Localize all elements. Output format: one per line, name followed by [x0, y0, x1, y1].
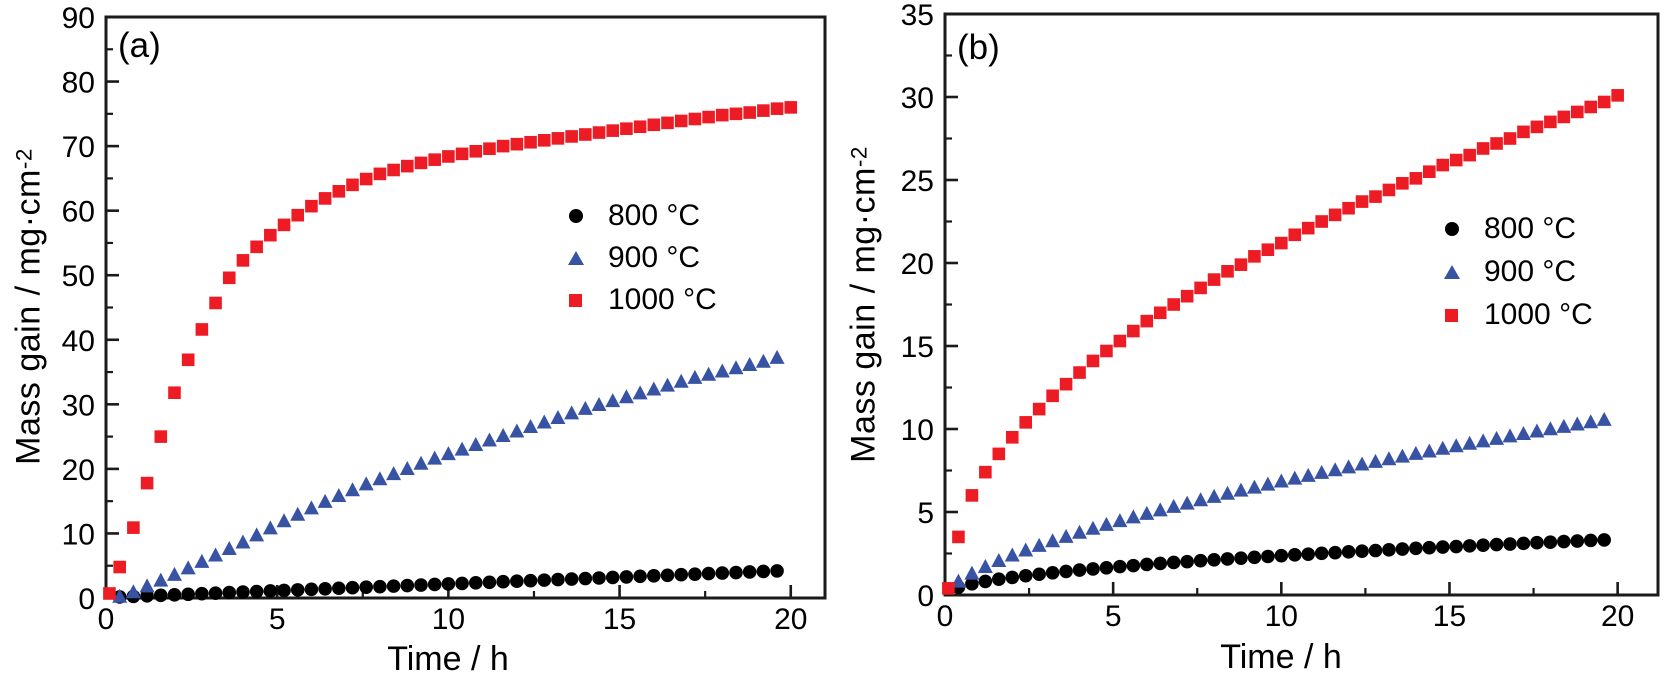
y-tick-label: 5	[917, 497, 934, 530]
y-tick-label: 10	[901, 414, 934, 447]
panel-b-x-axis-title: Time / h	[1220, 638, 1342, 676]
x-tick-label: 5	[269, 603, 286, 636]
legend-label: 1000 °C	[608, 283, 717, 316]
y-tick-label: 70	[62, 131, 95, 164]
y-tick-label: 10	[62, 518, 95, 551]
panel-a-tag: (a)	[118, 26, 161, 65]
legend-item-900C: 900 °C	[567, 241, 717, 275]
x-tick-label: 10	[432, 603, 465, 636]
legend-item-1000C: 1000 °C	[567, 283, 717, 317]
panel-a-legend: 800 °C 900 °C 1000 °C	[567, 199, 717, 317]
x-tick-label: 0	[98, 603, 115, 636]
y-tick-label: 30	[62, 389, 95, 422]
y-tick-label: 35	[901, 0, 934, 32]
y-tick-label: 25	[901, 165, 934, 198]
panel-a-y-axis-title: Mass gain / mg·cm-2	[10, 27, 49, 587]
legend-label: 1000 °C	[1484, 298, 1593, 331]
panel-b-y-axis-title: Mass gain / mg·cm-2	[845, 25, 884, 585]
panel-(b): 0 5 10 15 20 0 5 10 15 20 25 30 35	[901, 0, 1660, 633]
y-tick-label: 20	[62, 454, 95, 487]
y-tick-label: 40	[62, 325, 95, 358]
legend-item-900C: 900 °C	[1443, 255, 1593, 289]
series-800°C	[112, 564, 784, 604]
legend-item-1000C: 1000 °C	[1443, 298, 1593, 332]
y-tick-label: 20	[901, 248, 934, 281]
axes: 0 5 10 15 20 0 5 10 15 20 25 30 35	[901, 0, 1660, 633]
square-marker-icon	[569, 293, 582, 307]
y-tick-label: 50	[62, 260, 95, 293]
legend-label: 800 °C	[1484, 212, 1577, 245]
x-tick-label: 20	[1601, 600, 1634, 633]
series-1000°C	[942, 89, 1624, 595]
axes: 0 5 10 15 20 0 10 20 30 40 50 60 70 80 90	[62, 2, 827, 636]
triangle-marker-icon	[1443, 265, 1460, 279]
series-800°C	[951, 533, 1611, 594]
circle-marker-icon	[568, 209, 583, 223]
legend-item-800C: 800 °C	[567, 199, 717, 233]
x-tick-label: 15	[603, 603, 636, 636]
y-tick-label: 15	[901, 331, 934, 364]
y-tick-label: 80	[62, 67, 95, 100]
panel-a-x-axis-title: Time / h	[387, 640, 509, 678]
x-tick-label: 15	[1433, 600, 1466, 633]
series-1000°C	[103, 101, 798, 600]
triangle-marker-icon	[567, 251, 584, 265]
legend-label: 900 °C	[1484, 255, 1577, 288]
panel-b-legend: 800 °C 900 °C 1000 °C	[1443, 212, 1593, 332]
y-tick-label: 60	[62, 196, 95, 229]
y-tick-label: 0	[78, 583, 95, 616]
square-marker-icon	[1445, 308, 1458, 322]
panel-b-y-axis-title-base: Mass gain / mg·cm	[844, 167, 883, 463]
y-tick-label: 90	[62, 2, 95, 35]
panel-(a): 0 5 10 15 20 0 10 20 30 40 50 60 70 80 90	[62, 2, 827, 636]
legend-item-800C: 800 °C	[1443, 212, 1593, 246]
panel-b-tag: (b)	[957, 28, 1000, 67]
circle-marker-icon	[1444, 222, 1459, 236]
series-900°C	[112, 349, 785, 603]
series-900°C	[950, 411, 1612, 588]
legend-label: 800 °C	[608, 199, 701, 232]
x-tick-label: 20	[774, 603, 807, 636]
panel-a-y-axis-title-exponent: -2	[11, 148, 37, 170]
panel-a-y-axis-title-base: Mass gain / mg·cm	[9, 169, 48, 465]
y-tick-label: 30	[901, 82, 934, 115]
x-tick-label: 5	[1105, 600, 1122, 633]
panel-b-y-axis-title-exponent: -2	[846, 146, 872, 168]
y-tick-label: 0	[917, 580, 934, 613]
x-tick-label: 0	[937, 600, 954, 633]
x-tick-label: 10	[1265, 600, 1298, 633]
legend-label: 900 °C	[608, 241, 701, 274]
